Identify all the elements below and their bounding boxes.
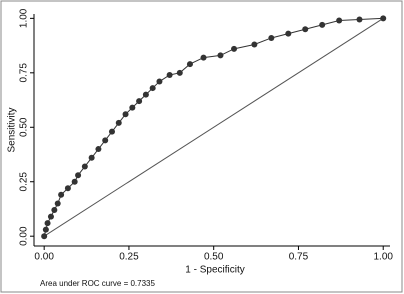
- point: [302, 26, 309, 33]
- y-tick-label: 0.25: [19, 172, 30, 192]
- point: [115, 119, 122, 126]
- point: [200, 54, 207, 61]
- point: [41, 233, 48, 240]
- point: [231, 45, 238, 52]
- point: [186, 61, 193, 68]
- y-tick-label: 0.00: [19, 226, 30, 246]
- point: [136, 98, 143, 105]
- x-tick-label: 0.75: [289, 252, 309, 263]
- point: [42, 226, 49, 233]
- y-axis-title: Sensitivity: [7, 107, 18, 152]
- point: [380, 15, 387, 22]
- point: [319, 21, 326, 28]
- y-tick-label: 0.50: [19, 117, 30, 137]
- point: [149, 85, 156, 92]
- point: [108, 128, 115, 135]
- point: [81, 163, 88, 170]
- point: [95, 146, 102, 153]
- point: [44, 220, 51, 227]
- point: [268, 34, 275, 41]
- point: [217, 52, 224, 59]
- x-axis-title: 1 - Specificity: [185, 265, 244, 276]
- point: [251, 41, 258, 48]
- y-tick-label: 0.75: [19, 63, 30, 83]
- point: [336, 17, 343, 24]
- x-tick-label: 0.50: [204, 252, 224, 263]
- point: [285, 30, 292, 37]
- point: [102, 137, 109, 144]
- x-tick-label: 0.25: [119, 252, 139, 263]
- point: [51, 207, 58, 214]
- point: [71, 178, 78, 185]
- point: [47, 213, 54, 220]
- point: [88, 154, 95, 161]
- point: [356, 16, 363, 23]
- point: [75, 172, 82, 179]
- annotation: Area under ROC curve = 0.7335: [40, 279, 156, 288]
- point: [122, 111, 129, 118]
- point: [142, 91, 149, 98]
- point: [64, 185, 71, 192]
- x-tick-label: 1.00: [373, 252, 393, 263]
- point: [129, 104, 136, 111]
- point: [58, 191, 65, 198]
- point: [166, 71, 173, 78]
- point: [176, 69, 183, 76]
- x-tick-label: 0.00: [34, 252, 54, 263]
- reference-line: [43, 17, 384, 237]
- point: [156, 78, 163, 85]
- point: [54, 200, 61, 207]
- y-tick-label: 1.00: [19, 8, 30, 28]
